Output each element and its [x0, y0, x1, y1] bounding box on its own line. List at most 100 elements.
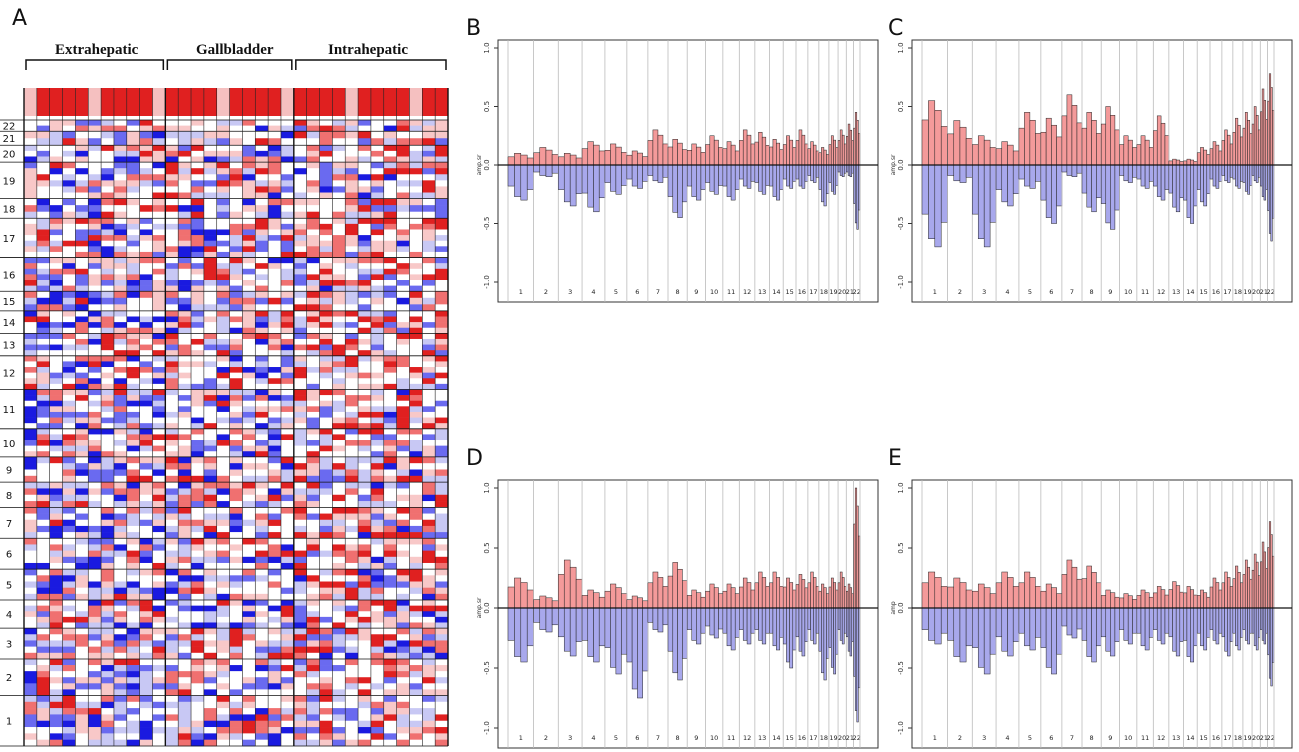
heatmap-cell [101, 310, 115, 317]
heatmap-cell [75, 677, 89, 684]
heatmap-cell [319, 720, 333, 728]
heatmap-cell [383, 475, 397, 483]
heatmap-cell [229, 229, 243, 236]
heatmap-cell [396, 600, 410, 606]
heatmap-cell [113, 463, 128, 470]
heatmap-cell [383, 378, 397, 385]
heatmap-cell [396, 372, 410, 379]
heatmap-cell [165, 125, 179, 132]
gain-bar [1196, 595, 1201, 609]
gain-bar [792, 589, 797, 609]
heatmap-cell [126, 297, 140, 305]
heatmap-cell [332, 593, 346, 601]
heatmap-cell [396, 350, 410, 357]
heatmap-cell [422, 333, 436, 340]
heatmap-cell [396, 440, 410, 446]
heatmap-cell [191, 556, 205, 564]
heatmap-cell [345, 268, 359, 275]
gain-bar [1175, 159, 1181, 166]
heatmap-cell [345, 640, 359, 647]
heatmap-cell [409, 501, 423, 508]
loss-bar [705, 164, 711, 183]
heatmap-cell [139, 417, 153, 424]
heatmap-cell [216, 683, 230, 690]
loss-bar [1242, 164, 1246, 183]
heatmap-cell [306, 367, 320, 373]
heatmap-cell [152, 192, 166, 199]
heatmap-cell [370, 581, 385, 588]
heatmap-cell [280, 622, 295, 629]
heatmap-cell [268, 268, 282, 275]
heatmap-cell [178, 257, 192, 264]
heatmap-cell [268, 378, 282, 385]
heatmap-cell [178, 733, 192, 740]
heatmap-cell [396, 739, 410, 747]
heatmap-cell [268, 587, 282, 595]
heatmap-cell [178, 367, 192, 373]
heatmap-cell [242, 162, 256, 169]
heatmap-cell [126, 251, 140, 258]
heatmap-cell [191, 131, 205, 139]
heatmap-cell [383, 423, 397, 430]
heatmap-cell [280, 367, 295, 373]
heatmap-cell [370, 406, 385, 413]
heatmap-cell [396, 513, 410, 521]
heatmap-cell [113, 333, 128, 340]
heatmap-cell [88, 211, 102, 219]
heatmap-cell [49, 192, 63, 199]
heatmap-cell [319, 417, 333, 424]
loss-bar [696, 164, 702, 201]
gain-bar [563, 559, 571, 609]
heatmap-cell [268, 575, 282, 582]
heatmap-cell [101, 611, 115, 618]
heatmap-cell [242, 411, 256, 418]
heatmap-cell [191, 671, 205, 678]
heatmap-cell [383, 665, 397, 672]
gain-bar [742, 129, 748, 166]
heatmap-cell [113, 310, 128, 317]
heatmap-cell [332, 367, 346, 373]
heatmap-cell [280, 532, 295, 539]
gain-bar [533, 152, 541, 166]
heatmap-cell [306, 482, 320, 489]
heatmap-cell [293, 671, 307, 678]
heatmap-cell [229, 138, 243, 146]
gain-bar [823, 149, 827, 166]
loss-bar [1232, 164, 1236, 180]
heatmap-cell [435, 162, 449, 169]
heatmap-cell [409, 361, 423, 368]
loss-bar [804, 164, 809, 182]
gain-bar [750, 143, 756, 166]
heatmap-cell [165, 327, 179, 334]
heatmap-cell [293, 344, 307, 351]
row-label-2: 2 [6, 673, 12, 684]
heatmap-cell [203, 440, 218, 446]
heatmap-cell [268, 327, 282, 334]
heatmap-cell [152, 616, 166, 623]
loss-bar [1203, 607, 1208, 651]
heatmap-cell [126, 423, 140, 430]
heatmap-cell [152, 350, 166, 357]
heatmap-cell [345, 138, 359, 146]
heatmap-cell [332, 622, 346, 629]
heatmap-cell [409, 658, 423, 666]
heatmap-cell [139, 727, 153, 734]
gain-bar [1024, 112, 1031, 166]
heatmap-cell [435, 587, 449, 595]
row-label-6: 6 [6, 550, 12, 561]
top-bar-cell [75, 88, 89, 116]
heatmap-cell [280, 355, 295, 362]
heatmap-cell [191, 434, 205, 441]
heatmap-cell [293, 501, 307, 508]
heatmap-cell [49, 125, 63, 132]
loss-bar [647, 607, 654, 623]
loss-bar [1110, 164, 1116, 230]
heatmap-cell [242, 285, 256, 292]
heatmap-cell [62, 445, 76, 452]
heatmap-cell [139, 640, 153, 647]
heatmap-cell [306, 733, 320, 740]
heatmap-cell [216, 513, 230, 521]
heatmap-cell [332, 695, 346, 703]
heatmap-cell [319, 120, 333, 126]
